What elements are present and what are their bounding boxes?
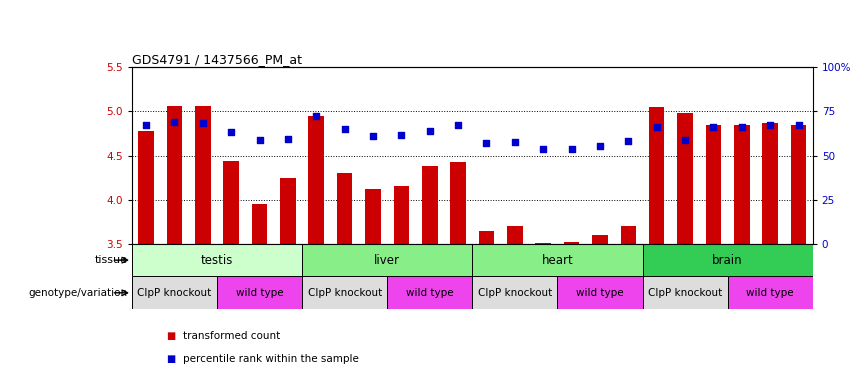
Point [593,143,607,149]
Bar [387,276,472,309]
Point [366,133,380,139]
Text: tissue: tissue [94,255,128,265]
Text: percentile rank within the sample: percentile rank within the sample [183,354,359,364]
Bar [677,113,693,244]
Bar [643,276,728,309]
Bar [535,243,551,244]
Bar [223,161,239,244]
Text: wild type: wild type [406,288,454,298]
Text: GDS4791 / 1437566_PM_at: GDS4791 / 1437566_PM_at [132,53,302,66]
Text: wild type: wild type [576,288,624,298]
Bar [791,125,807,244]
Point [395,132,408,138]
Text: genotype/variation: genotype/variation [29,288,128,298]
Point [621,138,635,144]
Text: wild type: wild type [746,288,794,298]
Bar [138,131,154,244]
Point [791,122,805,128]
Bar [280,177,296,244]
Text: heart: heart [541,254,574,266]
Bar [422,166,437,244]
Bar [302,244,472,276]
Bar [734,125,750,244]
Text: wild type: wild type [236,288,283,298]
Bar [132,276,217,309]
Bar [393,185,409,244]
Bar [472,244,643,276]
Point [310,113,323,119]
Text: brain: brain [712,254,743,266]
Bar [472,276,557,309]
Point [735,124,749,130]
Text: ■: ■ [166,354,175,364]
Bar [217,276,302,309]
Bar [337,173,352,244]
Bar [728,276,813,309]
Bar [365,189,380,244]
Point [338,126,351,132]
Bar [302,276,387,309]
Bar [563,242,580,244]
Bar [132,244,302,276]
Bar [649,107,665,244]
Point [650,124,664,130]
Bar [252,204,267,244]
Bar [705,125,722,244]
Point [508,139,522,146]
Text: ClpP knockout: ClpP knockout [307,288,382,298]
Bar [450,162,466,244]
Bar [592,235,608,244]
Text: ClpP knockout: ClpP knockout [137,288,212,298]
Bar [308,116,324,244]
Text: testis: testis [201,254,233,266]
Text: ■: ■ [166,331,175,341]
Point [480,140,494,146]
Bar [620,226,637,244]
Text: transformed count: transformed count [183,331,280,341]
Point [763,122,777,128]
Point [423,128,437,134]
Point [565,146,579,152]
Text: liver: liver [374,254,400,266]
Point [281,136,294,142]
Bar [643,244,813,276]
Bar [478,230,494,244]
Bar [557,276,643,309]
Point [451,122,465,129]
Point [225,129,238,135]
Bar [507,226,523,244]
Text: ClpP knockout: ClpP knockout [477,288,552,298]
Point [706,124,720,130]
Point [536,146,550,152]
Bar [762,123,778,244]
Point [168,119,181,125]
Point [678,137,692,143]
Bar [195,106,211,244]
Text: ClpP knockout: ClpP knockout [648,288,722,298]
Point [253,137,266,143]
Bar [167,106,182,244]
Point [140,122,153,129]
Point [196,120,209,126]
